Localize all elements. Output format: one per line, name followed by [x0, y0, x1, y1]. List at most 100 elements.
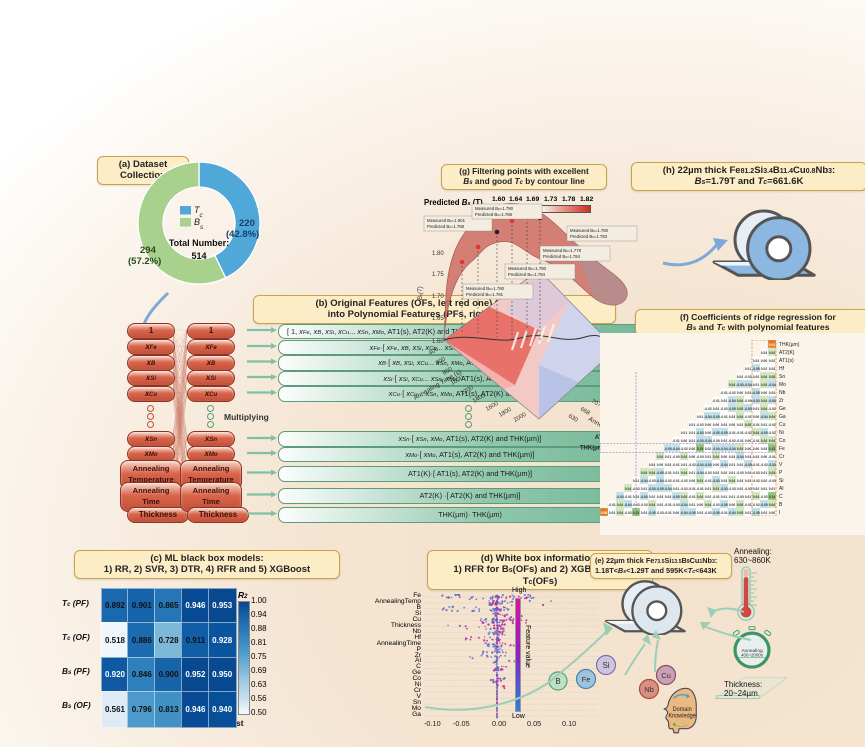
svg-text:-0.03: -0.03 — [672, 503, 680, 507]
svg-text:0.04: 0.04 — [737, 399, 744, 403]
svg-text:0.03: 0.03 — [761, 351, 768, 355]
svg-text:0.02: 0.02 — [761, 367, 768, 371]
svg-text:0.05: 0.05 — [737, 511, 744, 515]
svg-text:Mo: Mo — [779, 382, 786, 388]
svg-text:-0.03: -0.03 — [744, 407, 752, 411]
svg-text:0.00: 0.00 — [689, 455, 696, 459]
svg-text:-0.04: -0.04 — [696, 471, 704, 475]
svg-text:0.04: 0.04 — [729, 479, 736, 483]
svg-text:-0.01: -0.01 — [688, 495, 696, 499]
svg-text:-0.03: -0.03 — [752, 471, 760, 475]
svg-text:0.02: 0.02 — [721, 471, 728, 475]
svg-text:0.00: 0.00 — [745, 447, 752, 451]
svg-text:0.01: 0.01 — [745, 495, 752, 499]
svg-text:0.02: 0.02 — [745, 391, 752, 395]
svg-text:0.55: 0.55 — [601, 511, 608, 515]
svg-text:0.04: 0.04 — [649, 471, 656, 475]
svg-text:I: I — [779, 510, 780, 516]
svg-text:-0.03: -0.03 — [696, 455, 704, 459]
svg-text:0.04: 0.04 — [769, 439, 776, 443]
svg-text:-0.04: -0.04 — [728, 511, 736, 515]
svg-text:0.04: 0.04 — [769, 503, 776, 507]
svg-text:-0.04: -0.04 — [656, 479, 664, 483]
svg-text:-0.05: -0.05 — [760, 503, 768, 507]
svg-text:-0.00: -0.00 — [672, 455, 680, 459]
svg-text:0.03: 0.03 — [665, 495, 672, 499]
svg-text:0.05: 0.05 — [769, 375, 776, 379]
svg-text:0.01: 0.01 — [697, 415, 704, 419]
svg-text:-0.04: -0.04 — [768, 383, 776, 387]
svg-text:-0.03: -0.03 — [696, 439, 704, 443]
svg-text:0.01: 0.01 — [769, 487, 776, 491]
svg-text:0.01: 0.01 — [761, 471, 768, 475]
svg-text:0.03: 0.03 — [745, 479, 752, 483]
svg-text:-0.01: -0.01 — [736, 439, 744, 443]
svg-text:-0.03: -0.03 — [728, 487, 736, 491]
svg-text:-0.03: -0.03 — [768, 479, 776, 483]
svg-text:-0.03: -0.03 — [720, 487, 728, 491]
svg-text:0.01: 0.01 — [689, 439, 696, 443]
svg-text:0.02: 0.02 — [753, 359, 760, 363]
svg-text:-0.02: -0.02 — [704, 471, 712, 475]
svg-text:-0.02: -0.02 — [744, 375, 752, 379]
svg-text:0.04: 0.04 — [617, 503, 624, 507]
svg-text:0.02: 0.02 — [769, 359, 776, 363]
svg-text:-0.02: -0.02 — [640, 503, 648, 507]
svg-text:0.01: 0.01 — [689, 471, 696, 475]
svg-text:THK(µm): THK(µm) — [779, 342, 800, 348]
svg-text:0.04: 0.04 — [737, 415, 744, 419]
svg-text:-0.04: -0.04 — [720, 463, 728, 467]
svg-text:-0.01: -0.01 — [664, 511, 672, 515]
svg-text:0.04: 0.04 — [761, 407, 768, 411]
svg-text:0.03: 0.03 — [713, 487, 720, 491]
svg-text:-0.02: -0.02 — [720, 407, 728, 411]
svg-text:-0.01: -0.01 — [664, 471, 672, 475]
svg-text:0.02: 0.02 — [753, 375, 760, 379]
svg-text:-0.01: -0.01 — [744, 503, 752, 507]
svg-text:0.15: 0.15 — [769, 447, 776, 451]
svg-text:0.01: 0.01 — [689, 423, 696, 427]
svg-text:0.00: 0.00 — [681, 439, 688, 443]
svg-text:0.02: 0.02 — [713, 407, 720, 411]
svg-text:-0.01: -0.01 — [720, 391, 728, 395]
svg-text:0.03: 0.03 — [769, 471, 776, 475]
svg-text:-0.05: -0.05 — [744, 463, 752, 467]
svg-text:B: B — [779, 502, 783, 508]
svg-text:0.04: 0.04 — [649, 503, 656, 507]
svg-text:0.00: 0.00 — [689, 479, 696, 483]
svg-text:-0.01: -0.01 — [736, 431, 744, 435]
svg-text:0.01: 0.01 — [641, 487, 648, 491]
svg-text:-0.02: -0.02 — [744, 487, 752, 491]
svg-text:-0.00: -0.00 — [744, 399, 752, 403]
svg-text:0.01: 0.01 — [745, 511, 752, 515]
svg-text:0.03: 0.03 — [649, 463, 656, 467]
svg-text:-0.04: -0.04 — [624, 503, 632, 507]
svg-text:0.03: 0.03 — [729, 455, 736, 459]
svg-text:0.00: 0.00 — [729, 423, 736, 427]
svg-text:-0.03: -0.03 — [768, 399, 776, 403]
svg-text:0.04: 0.04 — [769, 415, 776, 419]
svg-text:-0.05: -0.05 — [672, 495, 680, 499]
svg-text:-0.05: -0.05 — [752, 391, 760, 395]
svg-text:0.03: 0.03 — [761, 447, 768, 451]
svg-text:0.02: 0.02 — [657, 503, 664, 507]
svg-text:-0.02: -0.02 — [752, 503, 760, 507]
svg-text:-0.01: -0.01 — [672, 463, 680, 467]
svg-text:-0.01: -0.01 — [688, 487, 696, 491]
svg-text:0.00: 0.00 — [689, 447, 696, 451]
svg-text:0.03: 0.03 — [761, 439, 768, 443]
svg-text:0.14: 0.14 — [769, 495, 776, 499]
svg-text:-0.04: -0.04 — [744, 383, 752, 387]
svg-text:0.01: 0.01 — [745, 367, 752, 371]
svg-text:-0.02: -0.02 — [680, 487, 688, 491]
svg-text:0.04: 0.04 — [753, 431, 760, 435]
svg-text:0.02: 0.02 — [761, 479, 768, 483]
svg-text:0.04: 0.04 — [617, 511, 624, 515]
svg-text:0.15: 0.15 — [697, 447, 704, 451]
svg-text:-0.00: -0.00 — [712, 439, 720, 443]
svg-text:-0.03: -0.03 — [640, 495, 648, 499]
svg-text:0.01: 0.01 — [705, 455, 712, 459]
svg-text:-0.08: -0.08 — [752, 511, 760, 515]
svg-text:0.03: 0.03 — [609, 511, 616, 515]
svg-text:0.03: 0.03 — [737, 447, 744, 451]
